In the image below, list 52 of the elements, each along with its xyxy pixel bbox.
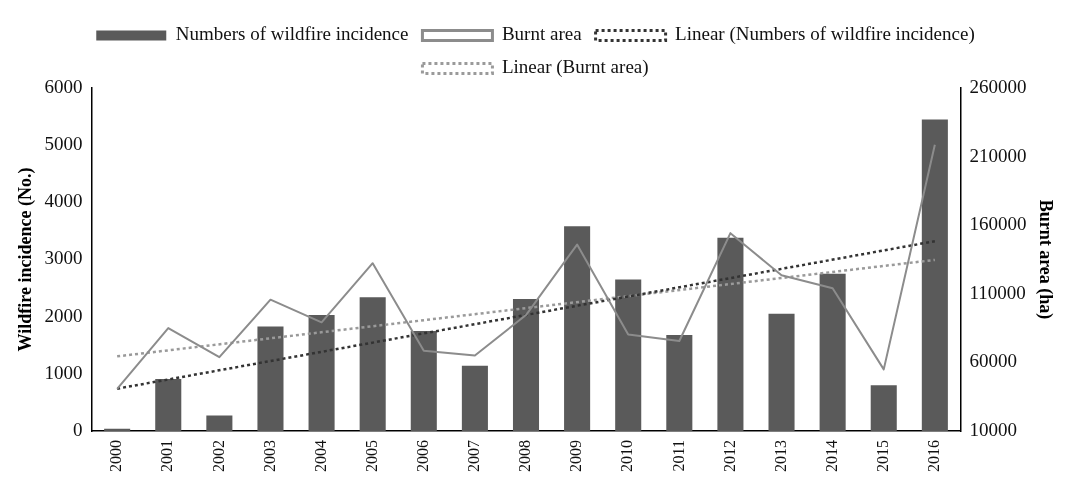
legend-label: Numbers of wildfire incidence	[175, 23, 409, 45]
bar	[155, 378, 182, 431]
bar	[257, 326, 284, 431]
y2-tick-label: 210000	[969, 144, 1027, 166]
x-tick-label: 2009	[567, 440, 585, 472]
bar	[768, 313, 795, 431]
bar	[359, 297, 386, 431]
y-tick-label: 0	[73, 418, 83, 440]
y-tick-label: 6000	[44, 75, 83, 97]
x-tick-label: 2000	[107, 440, 125, 472]
y2-tick-label: 10000	[969, 418, 1017, 440]
x-tick-label: 2004	[311, 440, 329, 472]
bar	[206, 415, 233, 431]
bar	[717, 237, 744, 431]
x-tick-label: 2010	[618, 440, 636, 472]
y2-tick-label: 60000	[969, 350, 1017, 372]
x-tick-label: 2006	[413, 440, 431, 472]
y-axis-title: Wildfire incidence (No.)	[15, 167, 37, 352]
legend-label: Linear (Burnt area)	[501, 56, 649, 79]
x-tick-label: 2014	[822, 440, 840, 472]
x-tick-label: 2002	[209, 440, 227, 472]
x-tick-label: 2016	[925, 440, 943, 472]
y-tick-label: 1000	[44, 361, 83, 383]
x-tick-label: 2012	[720, 440, 738, 472]
y-tick-label: 3000	[44, 247, 83, 269]
y2-tick-label: 160000	[969, 213, 1027, 235]
bar	[921, 119, 948, 431]
x-tick-label: 2008	[516, 440, 534, 472]
y2-tick-label: 110000	[969, 281, 1026, 303]
x-tick-label: 2001	[158, 440, 176, 472]
y-tick-label: 5000	[44, 133, 83, 155]
bar	[461, 365, 488, 431]
legend-label: Burnt area	[501, 23, 583, 45]
bar	[666, 334, 693, 431]
bar	[308, 314, 335, 431]
y2-axis-title: Burnt area (ha)	[1034, 199, 1056, 320]
y-tick-label: 4000	[44, 190, 83, 212]
y-tick-label: 2000	[44, 304, 83, 326]
y2-tick-label: 260000	[969, 75, 1027, 97]
x-tick-label: 2013	[771, 440, 789, 472]
bar	[870, 385, 897, 431]
x-tick-label: 2007	[465, 440, 483, 472]
bar	[410, 330, 437, 431]
bar	[564, 226, 591, 431]
x-tick-label: 2015	[873, 440, 891, 472]
bar	[819, 273, 846, 431]
bar	[615, 279, 642, 431]
bar	[512, 298, 540, 431]
x-tick-label: 2003	[260, 440, 278, 472]
x-tick-label: 2011	[669, 440, 687, 472]
x-tick-label: 2005	[362, 440, 380, 472]
legend-label: Linear (Numbers of wildfire incidence)	[675, 23, 975, 46]
